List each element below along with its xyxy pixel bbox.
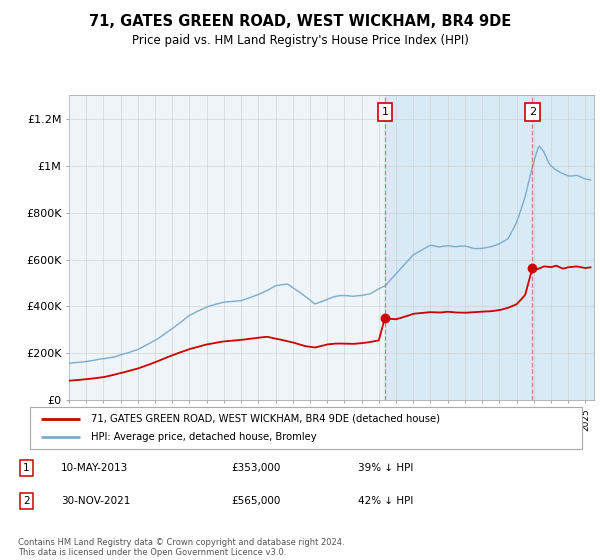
Text: 1: 1 xyxy=(23,463,30,473)
Text: 2: 2 xyxy=(529,107,536,117)
Text: 1: 1 xyxy=(382,107,389,117)
Text: HPI: Average price, detached house, Bromley: HPI: Average price, detached house, Brom… xyxy=(91,432,316,442)
Text: 10-MAY-2013: 10-MAY-2013 xyxy=(61,463,128,473)
Text: Contains HM Land Registry data © Crown copyright and database right 2024.
This d: Contains HM Land Registry data © Crown c… xyxy=(18,538,344,557)
Text: Price paid vs. HM Land Registry's House Price Index (HPI): Price paid vs. HM Land Registry's House … xyxy=(131,34,469,46)
Text: £565,000: £565,000 xyxy=(231,496,280,506)
Text: 39% ↓ HPI: 39% ↓ HPI xyxy=(358,463,413,473)
Text: 42% ↓ HPI: 42% ↓ HPI xyxy=(358,496,413,506)
Text: 30-NOV-2021: 30-NOV-2021 xyxy=(61,496,130,506)
Text: 71, GATES GREEN ROAD, WEST WICKHAM, BR4 9DE: 71, GATES GREEN ROAD, WEST WICKHAM, BR4 … xyxy=(89,14,511,29)
Text: 71, GATES GREEN ROAD, WEST WICKHAM, BR4 9DE (detached house): 71, GATES GREEN ROAD, WEST WICKHAM, BR4 … xyxy=(91,414,440,424)
Bar xyxy=(385,95,600,400)
Text: £353,000: £353,000 xyxy=(231,463,280,473)
Text: 2: 2 xyxy=(23,496,30,506)
FancyBboxPatch shape xyxy=(30,407,582,449)
